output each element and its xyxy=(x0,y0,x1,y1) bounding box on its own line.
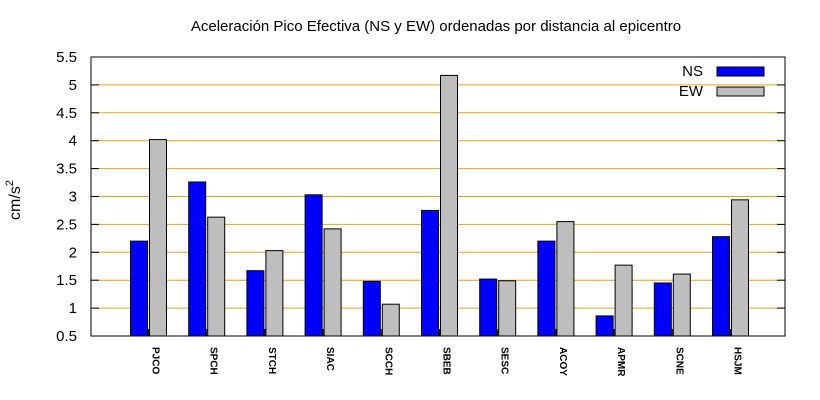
x-axis-ticks: PJCO SPCH STCH SIAC SCCH SBEB SESC ACOY APMR SCNE… xyxy=(148,329,743,377)
x-tick-label: SESC xyxy=(499,347,510,374)
x-tick-label: HSJM xyxy=(732,347,743,375)
y-tick-label: 4.5 xyxy=(56,105,77,122)
x-tick-label: APMR xyxy=(615,347,626,377)
y-tick-label: 1.5 xyxy=(56,272,77,289)
legend-swatch-ew xyxy=(716,86,765,97)
y-tick-label: 2.5 xyxy=(56,216,77,233)
y-axis-label: cm/s2 xyxy=(4,180,24,220)
bar-ew-siac xyxy=(323,228,342,337)
bar-ew-pjco xyxy=(149,139,167,337)
bar-ns-siac xyxy=(304,194,323,337)
bar-ew-stch xyxy=(265,250,284,337)
bar-ew-spch xyxy=(207,216,226,337)
bar-ns-stch xyxy=(246,270,265,337)
y-axis-ticks: 0.5 1 1.5 2 2.5 3 3.5 4 4.5 5 5.5 xyxy=(56,49,785,345)
y-tick-label: 3 xyxy=(69,189,77,206)
legend-label-ew: EW xyxy=(679,83,704,100)
bar-ns-scne xyxy=(653,282,672,337)
bar-ns-spch xyxy=(188,181,207,337)
bar-ew-scch xyxy=(381,303,400,337)
x-tick-label: STCH xyxy=(266,347,277,374)
bar-ew-sbeb xyxy=(440,74,458,337)
bar-ns-sesc xyxy=(479,278,498,337)
bar-ns-acoy xyxy=(537,240,556,337)
y-axis-label-unit: cm/s xyxy=(7,186,24,220)
x-tick-label: SPCH xyxy=(208,347,219,375)
x-tick-label: ACOY xyxy=(557,347,568,376)
y-tick-label: 5 xyxy=(69,77,77,94)
bar-ew-hsjm xyxy=(731,199,749,337)
y-tick-label: 4 xyxy=(69,133,77,150)
legend-swatch-ns xyxy=(716,66,765,77)
y-tick-label: 5.5 xyxy=(56,49,77,66)
y-axis-label-exponent: 2 xyxy=(4,180,16,186)
x-tick-label: PJCO xyxy=(150,347,161,374)
y-tick-label: 1 xyxy=(69,300,77,317)
chart-title: Aceleración Pico Efectiva (NS y EW) orde… xyxy=(191,18,681,35)
x-tick-label: SCCH xyxy=(382,347,393,375)
bar-ns-hsjm xyxy=(712,236,730,337)
x-tick-label: SIAC xyxy=(324,347,335,371)
bars xyxy=(130,74,749,337)
bar-ns-sbeb xyxy=(421,209,439,337)
bar-ew-scne xyxy=(672,273,691,337)
bar-ew-sesc xyxy=(498,280,517,337)
bar-ns-scch xyxy=(362,280,381,337)
x-tick-label: SCNE xyxy=(673,347,684,375)
bar-ew-apmr xyxy=(614,264,633,337)
y-tick-label: 2 xyxy=(69,244,77,261)
svg-text:cm/s2: cm/s2 xyxy=(4,180,24,220)
bar-ew-acoy xyxy=(556,221,575,337)
legend-label-ns: NS xyxy=(682,63,703,80)
bar-ns-pjco xyxy=(130,240,148,337)
legend: NS EW xyxy=(679,63,765,100)
x-tick-label: SBEB xyxy=(441,347,452,375)
gridlines xyxy=(91,84,785,309)
y-tick-label: 0.5 xyxy=(56,328,77,345)
bar-ns-apmr xyxy=(595,315,614,337)
y-tick-label: 3.5 xyxy=(56,161,77,178)
